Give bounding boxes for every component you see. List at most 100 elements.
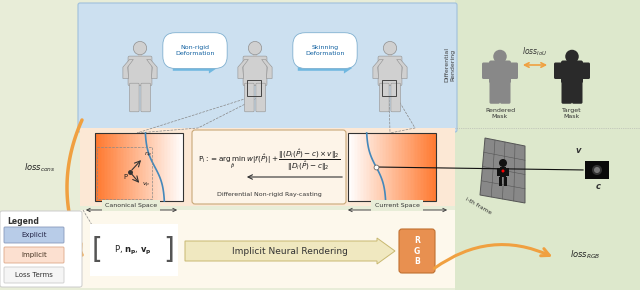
Text: Implicit Neural Rendering: Implicit Neural Rendering bbox=[232, 246, 348, 255]
Bar bbox=[138, 55, 142, 59]
Bar bbox=[371, 133, 373, 201]
Bar bbox=[360, 133, 362, 201]
Bar bbox=[370, 133, 372, 201]
Text: Explicit: Explicit bbox=[21, 232, 47, 238]
Bar bbox=[120, 133, 122, 201]
Bar bbox=[151, 133, 153, 201]
Bar bbox=[179, 133, 180, 201]
Bar bbox=[145, 133, 147, 201]
FancyBboxPatch shape bbox=[4, 227, 64, 243]
Circle shape bbox=[594, 167, 600, 173]
Bar bbox=[104, 133, 106, 201]
Bar bbox=[139, 133, 141, 201]
FancyBboxPatch shape bbox=[489, 61, 511, 83]
Text: Differential
Rendering: Differential Rendering bbox=[445, 48, 456, 82]
Text: Loss Terms: Loss Terms bbox=[15, 272, 53, 278]
Bar bbox=[404, 133, 406, 201]
Text: c: c bbox=[595, 182, 600, 191]
Text: R
G
B: R G B bbox=[414, 236, 420, 266]
Bar bbox=[164, 133, 166, 201]
Bar bbox=[408, 133, 410, 201]
Circle shape bbox=[133, 41, 147, 55]
FancyBboxPatch shape bbox=[129, 83, 139, 112]
Bar bbox=[122, 133, 124, 201]
FancyBboxPatch shape bbox=[244, 83, 254, 112]
Bar bbox=[378, 133, 380, 201]
Text: Rendered
Mask: Rendered Mask bbox=[485, 108, 515, 119]
Bar bbox=[167, 133, 169, 201]
Bar bbox=[168, 133, 170, 201]
FancyBboxPatch shape bbox=[391, 83, 401, 112]
FancyBboxPatch shape bbox=[378, 56, 402, 86]
Polygon shape bbox=[373, 59, 383, 79]
FancyBboxPatch shape bbox=[561, 61, 583, 83]
Bar bbox=[355, 133, 357, 201]
Bar bbox=[379, 133, 381, 201]
Bar bbox=[363, 133, 365, 201]
Bar bbox=[353, 133, 355, 201]
FancyArrowPatch shape bbox=[173, 62, 217, 74]
FancyBboxPatch shape bbox=[0, 211, 82, 287]
FancyBboxPatch shape bbox=[585, 161, 609, 179]
Bar bbox=[373, 133, 375, 201]
Text: P: P bbox=[123, 174, 127, 180]
Bar bbox=[398, 133, 400, 201]
Bar bbox=[374, 133, 376, 201]
Bar bbox=[180, 133, 182, 201]
FancyBboxPatch shape bbox=[500, 80, 511, 104]
Bar bbox=[419, 133, 420, 201]
Bar bbox=[430, 133, 432, 201]
Bar bbox=[158, 133, 160, 201]
Bar bbox=[155, 133, 157, 201]
Bar bbox=[149, 133, 151, 201]
Bar bbox=[411, 133, 413, 201]
Bar bbox=[165, 133, 168, 201]
Bar bbox=[129, 133, 131, 201]
FancyBboxPatch shape bbox=[4, 267, 64, 283]
Bar bbox=[354, 133, 356, 201]
FancyBboxPatch shape bbox=[78, 3, 457, 132]
Bar bbox=[500, 167, 506, 177]
Bar bbox=[154, 133, 156, 201]
FancyBboxPatch shape bbox=[192, 130, 346, 204]
Bar bbox=[380, 133, 382, 201]
Bar bbox=[364, 133, 366, 201]
Bar bbox=[97, 147, 152, 199]
Bar bbox=[423, 133, 425, 201]
Text: Skinning
Deformation: Skinning Deformation bbox=[305, 45, 345, 56]
FancyBboxPatch shape bbox=[561, 80, 572, 104]
FancyBboxPatch shape bbox=[579, 63, 590, 79]
Text: Differential Non-rigid Ray-casting: Differential Non-rigid Ray-casting bbox=[216, 192, 321, 197]
Bar bbox=[247, 80, 261, 96]
Text: v: v bbox=[575, 146, 580, 155]
Text: Implicit: Implicit bbox=[21, 252, 47, 258]
Bar bbox=[386, 133, 388, 201]
Bar bbox=[388, 133, 390, 201]
Bar bbox=[102, 133, 104, 201]
Bar bbox=[116, 133, 118, 201]
Bar bbox=[138, 133, 140, 201]
FancyBboxPatch shape bbox=[4, 247, 64, 263]
FancyBboxPatch shape bbox=[380, 83, 389, 112]
Bar bbox=[134, 133, 136, 201]
Bar bbox=[174, 133, 176, 201]
FancyBboxPatch shape bbox=[572, 80, 582, 104]
FancyBboxPatch shape bbox=[508, 63, 518, 79]
Polygon shape bbox=[147, 59, 157, 79]
Bar bbox=[97, 133, 99, 201]
Bar bbox=[365, 133, 367, 201]
FancyBboxPatch shape bbox=[141, 83, 150, 112]
Bar bbox=[504, 177, 507, 186]
Circle shape bbox=[565, 50, 579, 63]
Bar bbox=[410, 133, 412, 201]
FancyArrowPatch shape bbox=[298, 62, 352, 74]
Bar bbox=[506, 168, 509, 176]
Text: $n_p$: $n_p$ bbox=[144, 151, 152, 160]
Text: $\mathrm{P_i} := \underset{\hat{P}}{\arg\min}\, w|f(\hat{P})| + \dfrac{\|(D_i(\h: $\mathrm{P_i} := \underset{\hat{P}}{\arg… bbox=[198, 148, 340, 173]
Bar bbox=[148, 133, 150, 201]
Bar bbox=[132, 133, 134, 201]
Polygon shape bbox=[262, 59, 272, 79]
Bar bbox=[499, 177, 502, 186]
Bar bbox=[376, 133, 378, 201]
Bar bbox=[177, 133, 179, 201]
